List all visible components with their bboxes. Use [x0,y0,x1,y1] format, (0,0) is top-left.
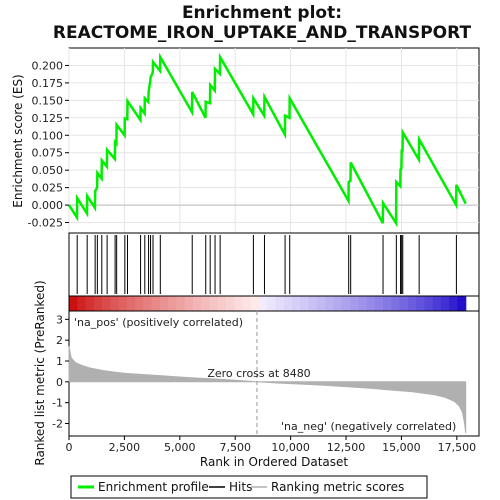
colorbar-segment [259,296,268,311]
colorbar-segment [226,296,235,311]
es-y-tick-label: 0.150 [32,94,64,107]
es-y-tick-label: 0.200 [32,59,64,72]
colorbar-segment [234,296,243,311]
colorbar-segment [276,296,285,311]
colorbar-segment [350,296,359,311]
positive-correlation-label: 'na_pos' (positively correlated) [74,316,243,329]
colorbar-segment [243,296,252,311]
colorbar-segment [333,296,342,311]
x-axis-ticks: 0 2,500 5,000 7,500 10,000 12,500 15,000 17,500 [66,436,477,454]
colorbar-segment [69,296,78,311]
colorbar-segment [441,296,450,311]
zero-cross-label: Zero cross at 8480 [207,367,310,380]
x-tick-label: 12,500 [327,441,366,454]
colorbar-segment [400,296,409,311]
colorbar-segment [119,296,128,311]
es-y-tick-label: 0.175 [32,77,64,90]
legend-enrichment-label: Enrichment profile [98,480,209,494]
colorbar-segment [367,296,376,311]
es-y-tick-label: 0.125 [32,112,64,125]
colorbar-segment [94,296,103,311]
colorbar-segment [267,296,276,311]
rank-colorbar [69,296,466,311]
colorbar-segment [168,296,177,311]
colorbar-segment [325,296,334,311]
colorbar-segment [143,296,152,311]
colorbar-segment [342,296,351,311]
metric-y-tick-label: 0 [56,376,63,389]
es-y-tick-label: 0.100 [32,129,64,142]
colorbar-segment [102,296,111,311]
colorbar-segment [152,296,161,311]
es-y-tick-label: 0.000 [32,199,64,212]
metric-y-tick-label: 3 [56,313,63,326]
colorbar-segment [416,296,425,311]
colorbar-segment [160,296,169,311]
x-axis-label: Rank in Ordered Dataset [200,455,348,469]
colorbar-segment [110,296,119,311]
colorbar-segment [449,296,458,311]
es-y-tick-label: 0.025 [32,182,64,195]
colorbar-segment [77,296,86,311]
colorbar-segment [193,296,202,311]
metric-y-tick-label: -1 [52,397,63,410]
negative-correlation-label: 'na_neg' (negatively correlated) [281,420,456,433]
colorbar-segment [391,296,400,311]
colorbar-segment [300,296,309,311]
hits-panel-frame [69,233,479,296]
x-tick-label: 10,000 [271,441,310,454]
metric-y-axis-ticks: 3 2 1 0 -1 -2 [52,313,69,430]
colorbar-segment [292,296,301,311]
x-tick-label: 15,000 [382,441,421,454]
colorbar-segment [201,296,210,311]
colorbar-segment [127,296,136,311]
legend-hits-label: Hits [229,480,252,494]
es-y-tick-label: 0.075 [32,147,64,160]
x-tick-label: 0 [66,441,73,454]
colorbar-segment [284,296,293,311]
colorbar-segment [317,296,326,311]
colorbar-segment [433,296,442,311]
colorbar-segment [185,296,194,311]
colorbar-segment [408,296,417,311]
legend: Enrichment profile Hits Ranking metric s… [71,476,427,498]
es-y-axis-ticks: -0.025 0.000 0.025 0.050 0.075 0.100 0.125 0.15… [28,59,69,229]
es-y-axis-label: Enrichment score (ES) [11,74,25,207]
es-y-tick-label: -0.025 [28,217,63,230]
colorbar-segment [457,296,466,311]
metric-y-tick-label: 1 [56,355,63,368]
colorbar-segment [309,296,318,311]
chart-title-line1: Enrichment plot: [182,3,342,23]
colorbar-segment [218,296,227,311]
colorbar-segment [383,296,392,311]
colorbar-segment [251,296,260,311]
colorbar-segment [424,296,433,311]
colorbar-segment [176,296,185,311]
x-tick-label: 5,000 [164,441,196,454]
x-tick-label: 7,500 [219,441,251,454]
metric-y-axis-label: Ranked list metric (PreRanked) [33,280,47,465]
colorbar-segment [86,296,95,311]
metric-y-tick-label: 2 [56,334,63,347]
metric-y-tick-label: -2 [52,418,63,431]
x-tick-label: 2,500 [109,441,141,454]
colorbar-segment [375,296,384,311]
x-tick-label: 17,500 [438,441,477,454]
legend-ranking-label: Ranking metric scores [271,480,404,494]
colorbar-segment [135,296,144,311]
chart-title-line2: REACTOME_IRON_UPTAKE_AND_TRANSPORT [53,23,472,43]
es-y-tick-label: 0.050 [32,164,64,177]
colorbar-segment [358,296,367,311]
colorbar-segment [209,296,218,311]
